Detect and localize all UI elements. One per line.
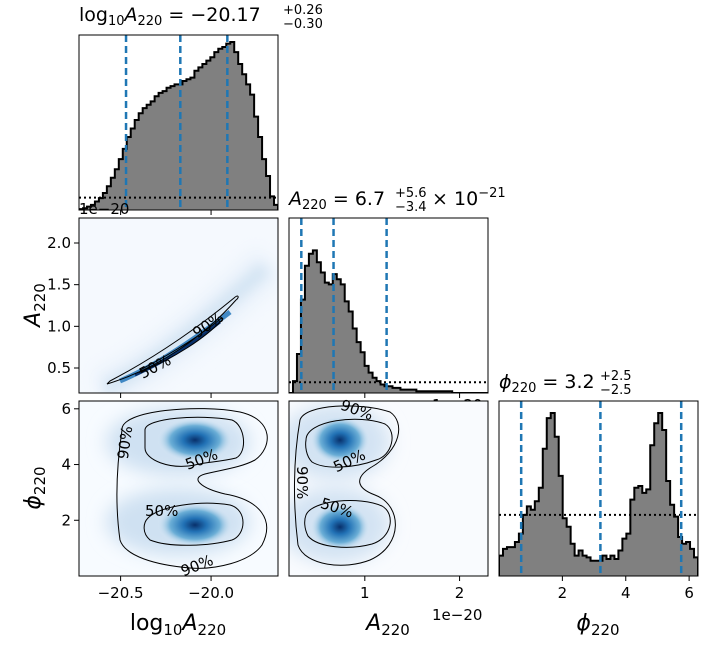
x-axis-title-log10A: log10A220 <box>130 611 226 639</box>
contour-label-50-bottom-phi-vs-log10A: 50% <box>145 502 178 520</box>
upper-error-log10A: +0.26 <box>283 3 323 18</box>
x-tick-label-phi: 4 <box>621 584 631 602</box>
x-tick-label-A: 1 <box>360 584 370 602</box>
panel-frame-2-0 <box>78 400 279 577</box>
density-panel-phi-vs-log10A: 50% 50% 90% 90% <box>79 401 278 580</box>
y-tick-label-A: 1.0 <box>47 317 71 335</box>
x-tick-label-phi: 6 <box>684 584 694 602</box>
panel-frame-2-2 <box>498 400 699 577</box>
histogram-bars-A <box>289 249 488 393</box>
x-tick-label-log10A: −20.5 <box>98 584 144 602</box>
density-panel-A-vs-log10A: 50% 90% <box>79 218 278 393</box>
histogram-fill-A <box>289 250 488 393</box>
lower-error-phi: −2.5 <box>600 383 632 398</box>
panel-title-log10A: log10A220 = −20.17 <box>79 4 261 29</box>
histogram-panel-A <box>289 218 488 393</box>
lower-error-A: −3.4 <box>395 200 427 215</box>
histogram-outline-log10A <box>79 40 278 210</box>
contour-label-90-left-phi-vs-A: 90% <box>293 466 311 499</box>
y-axis-title-phi: ϕ220 <box>21 466 49 509</box>
histogram-outline-phi <box>499 412 698 576</box>
panel-frame-1-1 <box>288 217 489 394</box>
panel-title-A-exponent: × 10−21 <box>426 186 506 210</box>
x-tick-label-phi: 2 <box>558 584 568 602</box>
panel-frame-0-0 <box>78 34 279 211</box>
offset-label-log10A: 1e−20 <box>79 200 129 218</box>
histogram-bars-phi <box>499 412 698 576</box>
x-tick-label-A: 2 <box>455 584 465 602</box>
contour-label-90-left-phi-vs-log10A: 90% <box>114 425 136 461</box>
axes-layer: 0.5 1.0 1.5 2.0 −20.5 −20.0 2 4 6 1 2 2 4 6 <box>47 34 699 602</box>
y-tick-label-A: 1.5 <box>47 276 71 294</box>
x-axis-title-phi: ϕ220 <box>576 611 619 639</box>
y-tick-label-A: 2.0 <box>47 234 71 252</box>
offset-label-A-bottom: 1e−20 <box>432 606 482 624</box>
upper-error-A: +5.6 <box>395 186 427 201</box>
y-axis-title-A: A220 <box>21 283 49 329</box>
upper-error-phi: +2.5 <box>600 369 632 384</box>
histogram-fill-phi <box>499 413 698 576</box>
lower-error-log10A: −0.30 <box>283 17 323 32</box>
panel-title-A: A220 = 6.7 <box>287 188 385 213</box>
histogram-panel-phi <box>499 401 698 576</box>
x-axis-title-A: A220 <box>364 611 410 639</box>
y-tick-label-A: 0.5 <box>47 359 71 377</box>
panel-title-phi: ϕ220 = 3.2 <box>499 371 595 396</box>
y-tick-label-phi: 2 <box>61 511 71 529</box>
x-tick-label-log10A: −20.0 <box>188 584 234 602</box>
panel-frame-1-0 <box>78 217 279 394</box>
density-panel-phi-vs-A: 90% 50% 50% 90% <box>289 396 488 576</box>
panel-frame-2-1 <box>288 400 489 577</box>
histogram-panel-log10A <box>79 35 278 210</box>
y-tick-label-phi: 6 <box>61 400 71 418</box>
histogram-outline-A <box>289 249 488 393</box>
y-tick-label-phi: 4 <box>61 456 71 474</box>
